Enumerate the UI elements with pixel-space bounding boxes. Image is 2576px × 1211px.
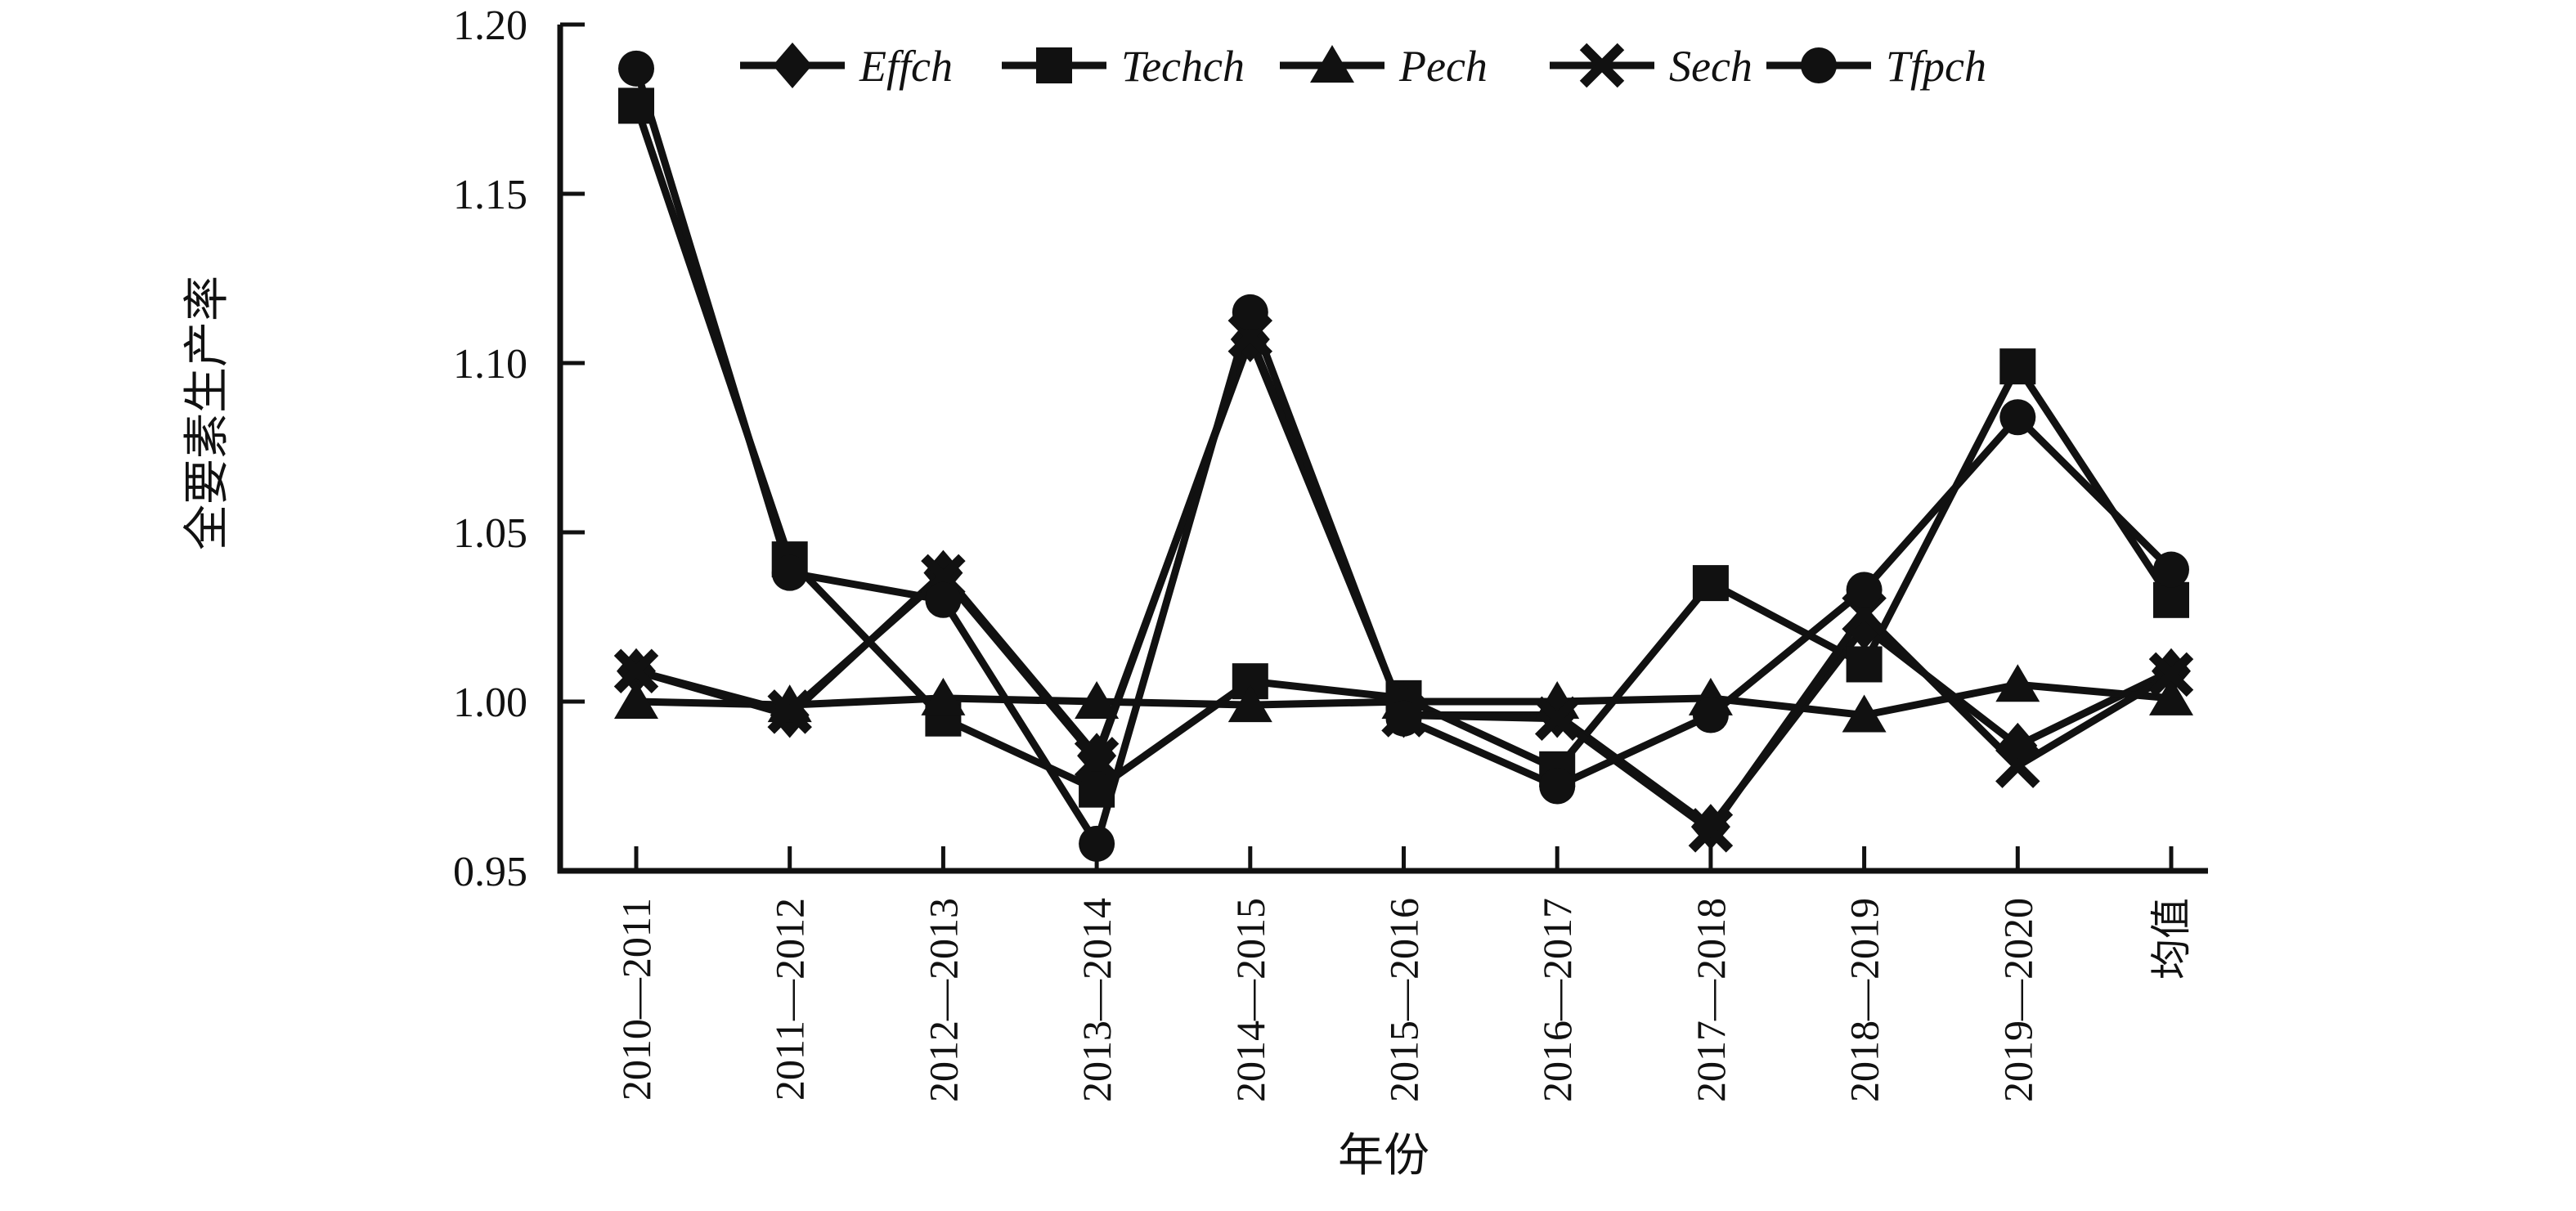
x-category-label-9: 2019—2020 bbox=[1995, 898, 2040, 1102]
y-tick-label-4: 1.00 bbox=[453, 680, 527, 726]
marker-Tfpch-0 bbox=[618, 50, 654, 87]
x-tick-labels: 2010—2011 2011—2012 2012—2013 2013—2014 2014… bbox=[613, 898, 2194, 1102]
x-axis-title: 年份 bbox=[1338, 1131, 1429, 1182]
legend-marker-square-icon bbox=[1036, 47, 1072, 83]
legend-marker-triangle-icon bbox=[1310, 45, 1354, 83]
axes bbox=[557, 22, 2208, 874]
marker-Techch-8 bbox=[1846, 646, 1883, 683]
y-tick-labels: 1.20 1.15 1.10 1.05 1.00 0.95 bbox=[453, 2, 527, 895]
marker-Sech-0 bbox=[613, 648, 659, 693]
x-category-label-3: 2013—2014 bbox=[1074, 898, 1120, 1102]
legend-label-Pech: Pech bbox=[1398, 42, 1488, 91]
marker-Sech-9 bbox=[1995, 743, 2040, 788]
marker-Tfpch-4 bbox=[1232, 294, 1268, 330]
marker-Sech-6 bbox=[1534, 696, 1580, 741]
x-category-label-10: 均值 bbox=[2148, 898, 2194, 980]
marker-Tfpch-10 bbox=[2153, 551, 2189, 588]
legend-item-Tfpch: Tfpch bbox=[1766, 42, 1986, 91]
legend-marker-diamond-icon bbox=[773, 43, 812, 88]
marker-Tfpch-1 bbox=[771, 554, 808, 591]
marker-Pech-2 bbox=[921, 677, 966, 715]
marker-Pech-4 bbox=[1227, 684, 1272, 723]
x-category-label-0: 2010—2011 bbox=[613, 898, 659, 1101]
y-tick-label-1: 1.15 bbox=[453, 172, 527, 218]
marker-Techch-7 bbox=[1692, 565, 1729, 602]
marker-Techch-9 bbox=[1999, 348, 2036, 385]
marker-Pech-0 bbox=[614, 681, 658, 719]
x-category-label-7: 2017—2018 bbox=[1688, 898, 1734, 1102]
series-markers bbox=[613, 50, 2194, 862]
x-category-label-5: 2015—2016 bbox=[1381, 898, 1427, 1102]
y-axis-title: 全要素生产率 bbox=[182, 276, 233, 550]
y-tick-label-5: 0.95 bbox=[453, 849, 527, 895]
marker-Techch-0 bbox=[618, 87, 654, 124]
marker-Pech-3 bbox=[1075, 681, 1120, 719]
legend-label-Effch: Effch bbox=[859, 42, 953, 91]
legend-marker-circle-icon bbox=[1801, 47, 1837, 83]
marker-Tfpch-2 bbox=[925, 581, 962, 618]
marker-Sech-3 bbox=[1074, 737, 1120, 782]
axis-lines bbox=[557, 25, 2208, 874]
y-tick-label-3: 1.05 bbox=[453, 510, 527, 557]
legend-label-Tfpch: Tfpch bbox=[1886, 42, 1986, 91]
marker-Tfpch-9 bbox=[1999, 399, 2036, 436]
x-category-label-8: 2018—2019 bbox=[1842, 898, 1887, 1102]
marker-Sech-10 bbox=[2148, 652, 2194, 697]
y-tick-label-0: 1.20 bbox=[453, 2, 527, 49]
legend-item-Pech: Pech bbox=[1280, 42, 1488, 91]
marker-Sech-1 bbox=[767, 689, 812, 734]
marker-Tfpch-5 bbox=[1385, 700, 1422, 737]
x-category-label-4: 2014—2015 bbox=[1227, 898, 1273, 1102]
marker-Tfpch-3 bbox=[1079, 825, 1115, 862]
marker-Pech-9 bbox=[1995, 664, 2040, 702]
y-tick-label-2: 1.10 bbox=[453, 341, 527, 388]
legend-marker-x-icon bbox=[1579, 43, 1625, 88]
marker-Tfpch-6 bbox=[1539, 768, 1576, 805]
legend: Effch Techch Pech Sech Tfpch bbox=[740, 42, 1986, 91]
x-category-label-1: 2011—2012 bbox=[767, 898, 813, 1101]
legend-item-Techch: Techch bbox=[1002, 42, 1245, 91]
marker-Pech-8 bbox=[1842, 694, 1887, 733]
legend-label-Sech: Sech bbox=[1669, 42, 1752, 91]
marker-Tfpch-7 bbox=[1692, 697, 1729, 733]
legend-label-Techch: Techch bbox=[1121, 42, 1245, 91]
legend-item-Sech: Sech bbox=[1550, 42, 1752, 91]
marker-Effch-8 bbox=[1844, 603, 1884, 650]
marker-Techch-10 bbox=[2153, 581, 2189, 618]
legend-item-Effch: Effch bbox=[740, 42, 953, 91]
marker-Sech-7 bbox=[1688, 808, 1734, 853]
x-category-label-2: 2012—2013 bbox=[920, 898, 966, 1102]
marker-Pech-10 bbox=[2149, 677, 2193, 715]
marker-Tfpch-8 bbox=[1846, 572, 1883, 608]
x-category-label-6: 2016—2017 bbox=[1534, 898, 1580, 1102]
marker-Pech-1 bbox=[767, 684, 812, 723]
